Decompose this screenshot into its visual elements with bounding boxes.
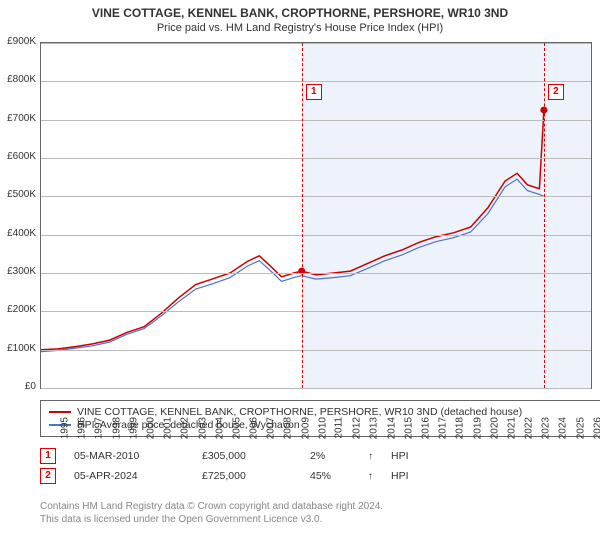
datapoints-table: 1 05-MAR-2010 £305,000 2% ↑ HPI 2 05-APR-2024 £7… <box>40 444 409 488</box>
gridline <box>41 81 591 82</box>
y-tick-label: £0 <box>2 381 36 392</box>
legend-swatch-subject <box>49 411 71 413</box>
gridline <box>41 120 591 121</box>
chart-subtitle: Price paid vs. HM Land Registry's House … <box>0 20 600 34</box>
x-tick-label: 2003 <box>197 417 208 439</box>
x-tick-label: 2004 <box>214 417 225 439</box>
x-tick-label: 2020 <box>489 417 500 439</box>
x-tick-label: 2026 <box>592 417 600 439</box>
y-tick-label: £400K <box>2 228 36 239</box>
footer: Contains HM Land Registry data © Crown c… <box>40 500 383 526</box>
datapoint-vs: HPI <box>391 450 409 462</box>
series-subject <box>41 110 544 350</box>
datapoint-vs: HPI <box>391 470 409 482</box>
x-tick-label: 2015 <box>403 417 414 439</box>
datapoint-delta: 45% <box>310 470 350 482</box>
x-tick-label: 2006 <box>248 417 259 439</box>
x-tick-label: 1996 <box>76 417 87 439</box>
x-tick-label: 2010 <box>317 417 328 439</box>
gridline <box>41 235 591 236</box>
chart-title: VINE COTTAGE, KENNEL BANK, CROPTHORNE, P… <box>0 0 600 20</box>
x-tick-label: 2021 <box>506 417 517 439</box>
y-tick-label: £800K <box>2 74 36 85</box>
x-tick-label: 2024 <box>558 417 569 439</box>
gridline <box>41 311 591 312</box>
x-tick-label: 2012 <box>351 417 362 439</box>
y-tick-label: £200K <box>2 304 36 315</box>
footer-line1: Contains HM Land Registry data © Crown c… <box>40 500 383 513</box>
gridline <box>41 158 591 159</box>
x-tick-label: 2005 <box>231 417 242 439</box>
x-tick-label: 2025 <box>575 417 586 439</box>
y-tick-label: £900K <box>2 36 36 47</box>
x-tick-label: 2009 <box>300 417 311 439</box>
x-tick-label: 1998 <box>111 417 122 439</box>
y-tick-label: £700K <box>2 113 36 124</box>
y-tick-label: £100K <box>2 343 36 354</box>
plot-area: 12 <box>40 42 592 389</box>
datapoint-date: 05-MAR-2010 <box>74 450 184 462</box>
x-tick-label: 2023 <box>541 417 552 439</box>
x-tick-label: 2014 <box>386 417 397 439</box>
event-line <box>302 43 303 388</box>
footer-line2: This data is licensed under the Open Gov… <box>40 513 383 526</box>
x-tick-label: 1997 <box>94 417 105 439</box>
x-tick-label: 2022 <box>523 417 534 439</box>
x-tick-label: 2008 <box>283 417 294 439</box>
x-tick-label: 2019 <box>472 417 483 439</box>
arrow-up-icon: ↑ <box>368 451 373 462</box>
gridline <box>41 350 591 351</box>
datapoint-row: 2 05-APR-2024 £725,000 45% ↑ HPI <box>40 468 409 484</box>
gridline <box>41 43 591 44</box>
event-marker: 1 <box>306 84 322 100</box>
x-tick-label: 2000 <box>145 417 156 439</box>
arrow-up-icon: ↑ <box>368 471 373 482</box>
gridline <box>41 196 591 197</box>
x-tick-label: 2016 <box>420 417 431 439</box>
x-tick-label: 2018 <box>455 417 466 439</box>
x-tick-label: 1999 <box>128 417 139 439</box>
x-tick-label: 2001 <box>162 417 173 439</box>
x-tick-label: 2007 <box>266 417 277 439</box>
event-line <box>544 43 545 388</box>
x-tick-label: 2011 <box>334 417 345 439</box>
chart-figure: VINE COTTAGE, KENNEL BANK, CROPTHORNE, P… <box>0 0 600 560</box>
datapoint-price: £305,000 <box>202 450 292 462</box>
y-tick-label: £600K <box>2 151 36 162</box>
datapoint-marker: 1 <box>40 448 56 464</box>
event-marker: 2 <box>548 84 564 100</box>
gridline <box>41 388 591 389</box>
x-tick-label: 2017 <box>437 417 448 439</box>
y-tick-label: £500K <box>2 189 36 200</box>
datapoint-price: £725,000 <box>202 470 292 482</box>
x-tick-label: 2013 <box>369 417 380 439</box>
series-hpi <box>41 179 544 352</box>
x-tick-label: 1995 <box>59 417 70 439</box>
y-tick-label: £300K <box>2 266 36 277</box>
x-tick-label: 2002 <box>180 417 191 439</box>
datapoint-marker: 2 <box>40 468 56 484</box>
datapoint-date: 05-APR-2024 <box>74 470 184 482</box>
datapoint-row: 1 05-MAR-2010 £305,000 2% ↑ HPI <box>40 448 409 464</box>
datapoint-delta: 2% <box>310 450 350 462</box>
gridline <box>41 273 591 274</box>
